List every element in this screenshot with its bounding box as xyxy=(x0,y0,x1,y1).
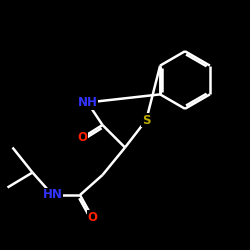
Text: S: S xyxy=(142,114,150,126)
Text: NH: NH xyxy=(78,96,98,109)
Text: HN: HN xyxy=(42,188,62,202)
Text: O: O xyxy=(88,211,98,224)
Text: O: O xyxy=(78,131,88,144)
